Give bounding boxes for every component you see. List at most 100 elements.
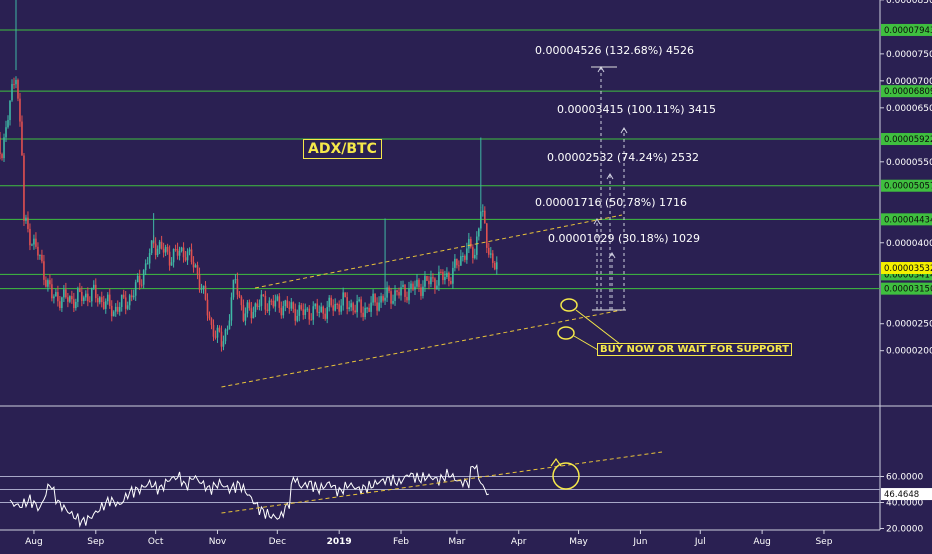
candle-body (306, 308, 309, 310)
level-label: 0.00005922 (884, 135, 932, 145)
candle-body (210, 318, 213, 325)
candle-body (326, 307, 329, 319)
target-label-3: 0.00002532 (74.24%) 2532 (547, 151, 699, 164)
candle-body (390, 291, 392, 304)
candle-body (83, 297, 85, 302)
candle-body (29, 228, 31, 246)
candle-body (372, 293, 374, 303)
candle-body (452, 267, 454, 284)
candle-body (43, 261, 45, 280)
candle-body (304, 309, 307, 316)
candle-body (234, 279, 237, 281)
time-tick-label: Dec (269, 537, 286, 547)
candle-body (53, 296, 55, 299)
candle-body (328, 297, 330, 308)
candle-body (428, 280, 430, 285)
candle-body (228, 320, 231, 330)
candle-body (392, 300, 394, 304)
oscillator-line (9, 464, 489, 528)
candle-body (466, 248, 468, 260)
candle-body (460, 256, 462, 266)
target-arrowhead (593, 218, 601, 225)
candle-body (310, 319, 313, 321)
candle-body (150, 240, 153, 254)
candle-body (230, 297, 233, 321)
candle-body (384, 297, 386, 301)
channel-lower-line (221, 309, 623, 388)
candle-body (450, 281, 452, 284)
candle-body (204, 285, 207, 300)
candle-body (174, 249, 177, 251)
candle-body (254, 303, 257, 313)
candle-body (77, 288, 79, 302)
candle-body (186, 251, 189, 261)
candle-body (350, 303, 352, 308)
candle-body (320, 306, 323, 312)
candle-body (13, 84, 15, 86)
candle-body (200, 288, 203, 290)
candle-body (324, 313, 327, 319)
candle-body (0, 137, 1, 155)
candle-body (252, 312, 255, 319)
candle-body (224, 329, 227, 342)
candle-body (27, 217, 29, 229)
time-tick-label: Mar (448, 537, 465, 547)
level-badge (881, 23, 932, 36)
time-tick-label: Oct (148, 537, 164, 547)
candle-body (274, 300, 277, 307)
marker-circle-lower (557, 326, 575, 340)
candle-body (188, 249, 191, 252)
candle-body (486, 223, 488, 248)
level-badge (881, 179, 932, 192)
candle-body (336, 303, 338, 305)
candle-body (15, 79, 17, 85)
candle-body (138, 275, 141, 285)
candle-body (470, 239, 472, 248)
candle-body (434, 278, 436, 289)
candle-body (19, 98, 21, 122)
time-tick-label: May (569, 537, 588, 547)
candle-body (104, 301, 107, 309)
candle-body (45, 279, 47, 287)
candle-body (73, 299, 75, 309)
candle-body (116, 306, 119, 312)
candle-body (132, 295, 135, 298)
candle-body (144, 263, 147, 271)
candle-body (400, 287, 402, 296)
candle-body (3, 137, 5, 159)
candle-body (302, 309, 305, 316)
candle-body (404, 284, 406, 297)
candle-body (374, 293, 376, 303)
candle-body (280, 307, 283, 316)
candle-body (146, 263, 149, 265)
candle-body (90, 287, 93, 302)
candle-body (414, 286, 416, 290)
candle-body (250, 308, 253, 319)
candle-body (75, 301, 77, 309)
candle-body (226, 329, 229, 331)
level-label: 0.00007943 (884, 26, 932, 36)
candle-body (454, 258, 456, 268)
chart-title: ADX/BTC (303, 139, 382, 159)
candle-body (69, 296, 71, 302)
annotation-note: BUY NOW OR WAIT FOR SUPPORT (597, 343, 792, 356)
target-label-2: 0.00003415 (100.11%) 3415 (557, 103, 716, 116)
candle-body (17, 79, 19, 99)
candle-body (495, 262, 498, 270)
candle-body (412, 283, 414, 290)
candle-body (458, 265, 460, 267)
candle-body (493, 262, 496, 270)
candle-body (154, 243, 157, 256)
candle-body (89, 301, 91, 303)
candle-body (438, 271, 440, 286)
candle-body (120, 294, 123, 308)
candle-body (398, 292, 400, 296)
candle-body (258, 305, 261, 307)
candle-body (278, 296, 281, 308)
candle-body (444, 276, 446, 281)
candle-body (288, 307, 291, 309)
candle-body (112, 311, 115, 317)
